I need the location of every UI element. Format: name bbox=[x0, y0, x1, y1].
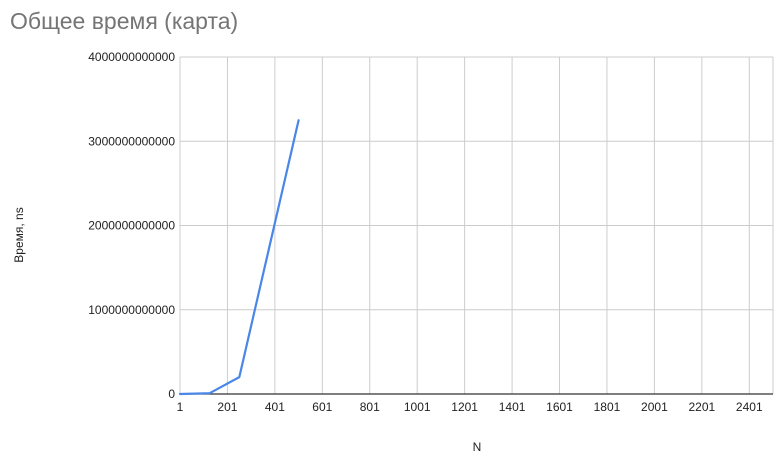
x-axis-title: N bbox=[473, 440, 482, 454]
x-tick-label: 201 bbox=[217, 400, 237, 414]
series-layer bbox=[178, 119, 300, 396]
x-tick-label: 1401 bbox=[499, 400, 526, 414]
x-tick-label: 1801 bbox=[594, 400, 621, 414]
x-tick-label: 2001 bbox=[641, 400, 668, 414]
x-tick-label: 801 bbox=[360, 400, 380, 414]
chart-title: Общее время (карта) bbox=[10, 8, 239, 34]
horizontal-gridlines bbox=[180, 56, 773, 311]
y-tick-label: 4000000000000 bbox=[88, 50, 175, 64]
x-tick-label: 1001 bbox=[404, 400, 431, 414]
x-axis-tick-labels: 1 201 401 601 801 1001 1201 1401 1601 1801 2001 220… bbox=[177, 400, 763, 414]
x-tick-label: 601 bbox=[312, 400, 332, 414]
y-tick-label: 2000000000000 bbox=[88, 219, 175, 233]
y-tick-label: 1000000000000 bbox=[88, 303, 175, 317]
x-tick-label: 1201 bbox=[451, 400, 478, 414]
x-tick-label: 2401 bbox=[736, 400, 763, 414]
y-tick-label: 0 bbox=[168, 387, 175, 401]
x-tick-label: 2201 bbox=[688, 400, 715, 414]
y-tick-label: 3000000000000 bbox=[88, 134, 175, 148]
x-tick-label: 1601 bbox=[546, 400, 573, 414]
x-tick-label: 401 bbox=[265, 400, 285, 414]
y-axis-title: Время, ns bbox=[12, 207, 26, 262]
series-line bbox=[178, 119, 300, 396]
x-tick-label: 1 bbox=[177, 400, 184, 414]
y-axis-tick-labels: 0 1000000000000 2000000000000 3000000000000… bbox=[88, 50, 175, 401]
